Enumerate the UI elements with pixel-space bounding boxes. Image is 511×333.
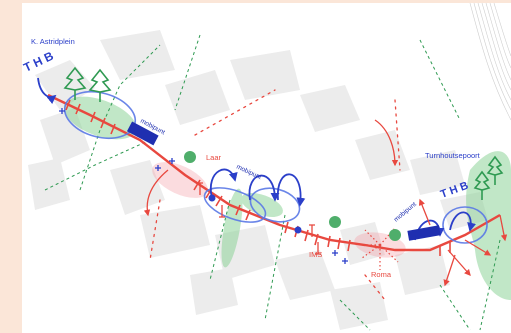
stop-marker-icon bbox=[219, 205, 225, 218]
tree-icon bbox=[329, 216, 341, 228]
filled-trees bbox=[184, 151, 401, 241]
contour-lines bbox=[469, 3, 511, 121]
tree-icon bbox=[486, 155, 504, 185]
stop-marker-icon bbox=[197, 182, 203, 195]
tree-icon bbox=[389, 229, 401, 241]
plus-signs bbox=[59, 108, 348, 264]
roma-starburst bbox=[360, 227, 399, 270]
stop-markers bbox=[197, 182, 321, 255]
main-route-line bbox=[47, 93, 501, 252]
tree-icon bbox=[473, 170, 491, 200]
label-laar: Laar bbox=[206, 153, 222, 162]
red-arrows bbox=[143, 119, 508, 287]
bus-icon bbox=[126, 121, 159, 146]
tree-icon bbox=[88, 68, 112, 102]
label-turnhoutsepoort: Turnhoutsepoort bbox=[425, 151, 481, 160]
tree-icon bbox=[63, 66, 87, 100]
red-dotted-lines bbox=[149, 89, 401, 301]
label-roma: Roma bbox=[371, 270, 392, 279]
route-ticks bbox=[65, 99, 451, 256]
label-ims: IMS bbox=[309, 250, 322, 259]
tree-icon bbox=[184, 151, 196, 163]
trees bbox=[63, 66, 504, 200]
stop-marker-icon bbox=[309, 224, 315, 237]
bus-icon bbox=[407, 225, 441, 241]
building-blocks bbox=[28, 30, 488, 330]
stop-marker-icon bbox=[315, 242, 321, 255]
label-k-astridplein: K. Astridplein bbox=[31, 37, 75, 46]
blue-stop-dots bbox=[208, 194, 302, 234]
green-dashed-lines bbox=[44, 34, 501, 331]
